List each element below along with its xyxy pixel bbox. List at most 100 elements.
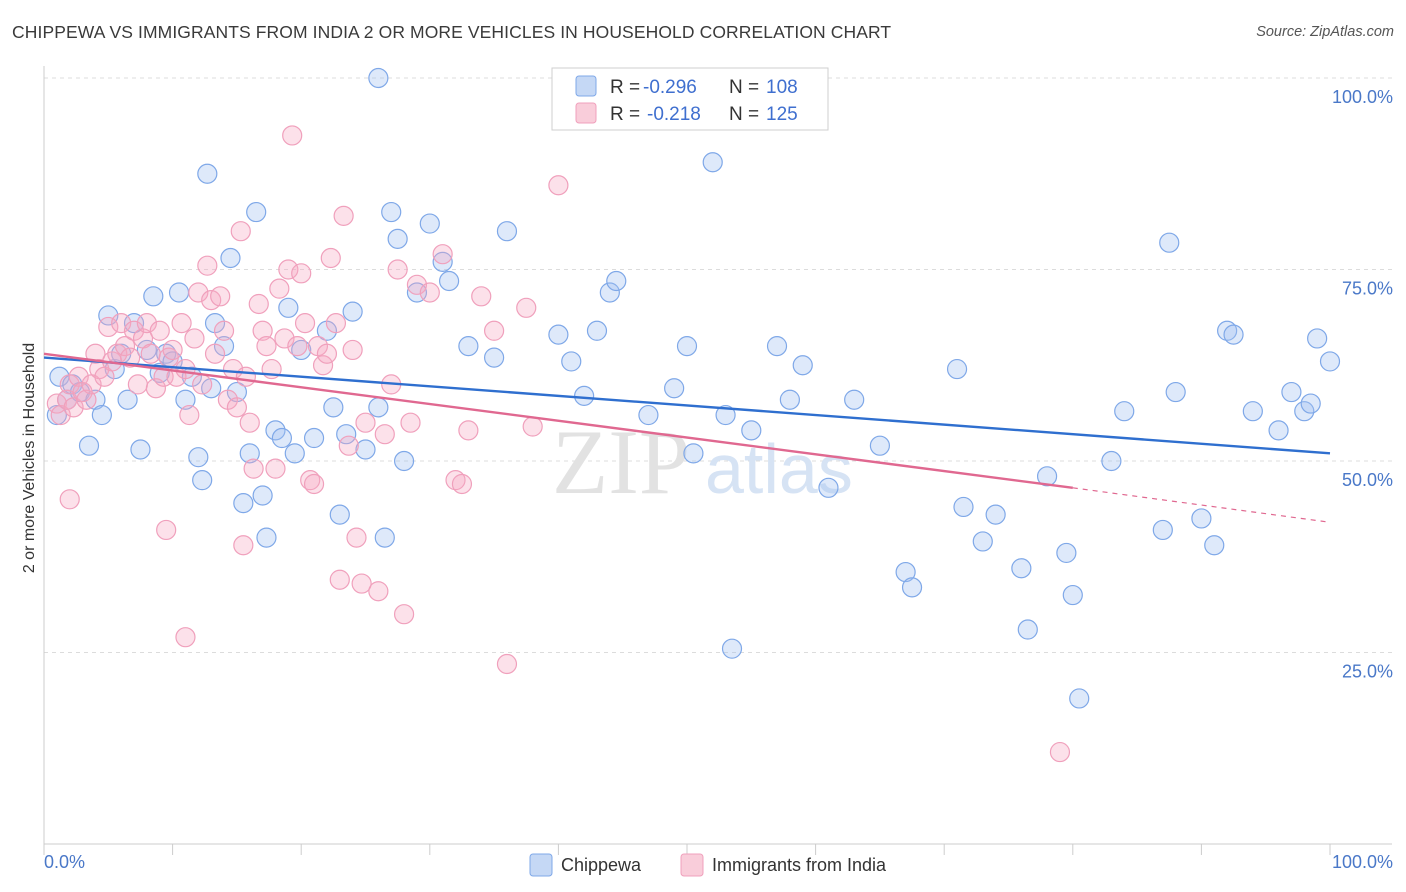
india-point-76 <box>387 259 408 280</box>
chippewa-point-19 <box>168 282 190 303</box>
india-point-66 <box>329 569 350 590</box>
chippewa-point-33 <box>252 485 273 506</box>
india-point-22 <box>140 343 161 364</box>
legend-n-value-2: 125 <box>766 104 798 125</box>
chippewa-point-42 <box>323 397 344 418</box>
india-point-12 <box>98 316 119 338</box>
india-point-94 <box>233 535 254 556</box>
india-point-89 <box>522 416 543 437</box>
india-trend-line <box>43 352 1073 489</box>
chippewa-point-95 <box>1165 381 1186 403</box>
india-point-74 <box>374 424 395 445</box>
chippewa-point-62 <box>586 320 608 341</box>
chippewa-point-61 <box>574 385 595 406</box>
chippewa-point-49 <box>381 201 402 223</box>
india-point-9 <box>85 343 106 364</box>
chippewa-point-50 <box>387 228 408 249</box>
chippewa-point-91 <box>1101 450 1122 472</box>
chippewa-point-85 <box>1011 558 1032 579</box>
chippewa-point-66 <box>664 378 685 399</box>
chippewa-point-82 <box>953 496 974 518</box>
india-trend-extension <box>1072 487 1331 523</box>
chippewa-point-86 <box>1017 619 1038 640</box>
grid-lines: 100.0% 75.0% 50.0% 25.0% <box>44 77 1393 682</box>
india-point-90 <box>548 175 569 196</box>
india-point-33 <box>188 282 209 303</box>
india-point-71 <box>351 573 372 594</box>
chippewa-point-98 <box>1217 320 1238 341</box>
chippewa-point-72 <box>741 420 762 441</box>
india-point-55 <box>282 125 303 146</box>
watermark: ZIP atlas <box>552 411 853 513</box>
india-point-72 <box>355 412 376 433</box>
axes <box>43 66 1392 855</box>
india-point-60 <box>303 473 325 495</box>
chippewa-point-89 <box>1062 584 1083 606</box>
india-point-79 <box>406 274 428 295</box>
india-point-15 <box>111 313 132 334</box>
chippewa-point-90 <box>1069 688 1090 709</box>
india-point-19 <box>127 374 148 395</box>
chippewa-point-79 <box>895 561 916 583</box>
india-point-92 <box>156 519 177 541</box>
india-point-63 <box>316 343 338 364</box>
india-point-64 <box>320 247 341 269</box>
india-point-37 <box>204 343 226 364</box>
chippewa-point-48 <box>374 527 395 548</box>
india-point-49 <box>256 336 277 357</box>
chippewa-point-7 <box>91 404 112 426</box>
chippewa-point-69 <box>702 152 723 173</box>
legend-bottom-swatch-india <box>680 853 704 877</box>
chippewa-point-59 <box>548 324 569 345</box>
india-point-65 <box>325 313 347 334</box>
chippewa-point-28 <box>220 247 241 269</box>
chippewa-point-84 <box>985 504 1006 525</box>
india-point-17 <box>120 347 141 368</box>
india-point-67 <box>333 205 354 226</box>
series-chippewa-points <box>46 67 1341 709</box>
chippewa-point-74 <box>779 389 800 410</box>
y-axis-label: 2 or more Vehicles in Household <box>21 343 38 573</box>
chippewa-point-67 <box>676 336 698 357</box>
chippewa-point-65 <box>638 404 659 426</box>
legend-swatch-india <box>575 102 597 124</box>
india-point-81 <box>432 244 453 265</box>
x-tick-label-right: 100.0% <box>1332 852 1393 872</box>
india-point-86 <box>484 320 505 341</box>
india-point-88 <box>516 297 537 318</box>
chippewa-point-36 <box>271 427 293 449</box>
india-point-42 <box>226 397 247 418</box>
chippewa-point-73 <box>766 336 788 357</box>
chippewa-point-68 <box>683 443 704 464</box>
chippewa-point-88 <box>1056 542 1077 564</box>
india-point-48 <box>252 320 273 341</box>
chippewa-point-94 <box>1159 232 1180 253</box>
chippewa-point-60 <box>561 351 582 372</box>
chippewa-point-5 <box>78 435 100 456</box>
chippewa-point-106 <box>1319 351 1341 372</box>
legend-top: R = -0.296 N = 108 R = -0.218 N = 125 <box>551 67 829 131</box>
india-point-39 <box>213 320 235 341</box>
india-point-21 <box>136 313 157 334</box>
source-credit: Source: ZipAtlas.com <box>1256 24 1394 40</box>
chippewa-point-80 <box>901 577 923 598</box>
chippewa-point-55 <box>438 270 460 292</box>
chippewa-point-22 <box>188 447 209 468</box>
chippewa-point-23 <box>192 470 213 491</box>
chippewa-trend-line <box>43 356 1331 455</box>
chippewa-point-99 <box>1223 324 1244 345</box>
chippewa-point-14 <box>136 339 157 361</box>
india-point-58 <box>294 313 316 334</box>
legend-r-value-2: -0.218 <box>647 104 701 125</box>
chippewa-point-70 <box>715 404 736 426</box>
chippewa-point-37 <box>278 297 299 318</box>
india-point-69 <box>342 339 363 361</box>
india-point-83 <box>451 473 473 495</box>
chippewa-point-40 <box>303 427 325 449</box>
india-point-47 <box>248 293 269 315</box>
legend-bottom-label-india: Immigrants from India <box>712 855 887 875</box>
chippewa-point-20 <box>175 389 196 410</box>
india-point-87 <box>496 653 518 675</box>
india-point-56 <box>287 336 308 357</box>
